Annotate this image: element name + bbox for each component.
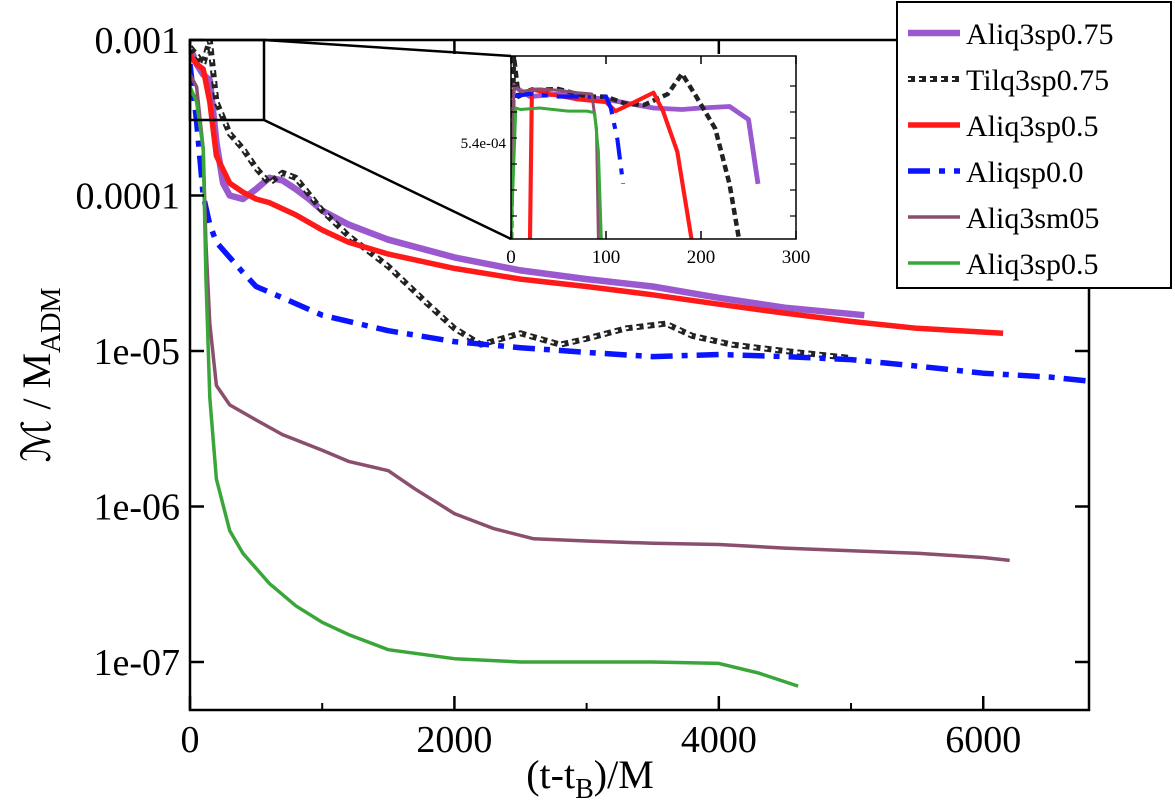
x-axis: 0 2000 4000 6000 (181, 40, 1021, 761)
inset-y-tick-label: 5.4e-04 (461, 136, 507, 152)
legend-label-2: Tilq3sp0.75 (966, 64, 1109, 97)
legend-label-3: Aliq3sp0.5 (966, 110, 1099, 143)
x-tick-label: 6000 (945, 719, 1021, 761)
y-tick-label: 1e-05 (93, 331, 180, 373)
series-line-5 (190, 73, 1010, 563)
y-axis: 1e-07 1e-06 1e-05 0.0001 0.001 (76, 20, 1089, 684)
inset-plot: 0 100 200 300 5.4e-04 (461, 55, 811, 268)
inset-series-line-6 (511, 106, 603, 239)
y-tick-label: 1e-07 (93, 642, 180, 684)
series-line-4 (190, 63, 1089, 384)
legend: Aliq3sp0.75 Tilq3sp0.75 Aliq3sp0.5 Aliqsp0.… (896, 1, 1172, 289)
x-axis-title: (t-tB)/M (526, 752, 654, 805)
inset-axes: 0 100 200 300 5.4e-04 (461, 56, 811, 268)
inset-background (511, 56, 796, 239)
series-layer (190, 40, 1089, 688)
y-axis-title: ℳ / MADM (14, 288, 67, 463)
zoom-connector (263, 38, 512, 58)
inset-series-line-2 (511, 56, 742, 239)
zoom-connector (263, 118, 512, 241)
inset-series-line-3 (527, 86, 694, 239)
x-tick-label: 4000 (681, 719, 757, 761)
series-texture-2 (190, 40, 852, 360)
legend-label-6: Aliq3sp0.5 (966, 248, 1099, 281)
legend-label-1: Aliq3sp0.75 (966, 18, 1114, 51)
inset-frame (510, 55, 797, 240)
x-tick-label: 2000 (416, 719, 492, 761)
inset-x-tick-label: 300 (782, 247, 811, 268)
inset-series-layer (511, 56, 761, 239)
legend-label-5: Aliq3sm05 (966, 202, 1099, 235)
inset-x-tick-label: 0 (506, 247, 516, 268)
y-tick-label: 0.001 (95, 20, 181, 62)
series-line-3 (190, 53, 1004, 337)
series-line-6 (190, 86, 799, 688)
plot-frame (188, 38, 1091, 712)
inset-x-tick-label: 200 (687, 247, 716, 268)
inset-x-tick-label: 100 (592, 247, 621, 268)
y-tick-label: 1e-06 (93, 487, 180, 529)
legend-box (896, 1, 1172, 289)
legend-label-4: Aliqsp0.0 (966, 156, 1084, 189)
y-tick-label: 0.0001 (76, 176, 181, 218)
x-tick-label: 0 (181, 719, 200, 761)
